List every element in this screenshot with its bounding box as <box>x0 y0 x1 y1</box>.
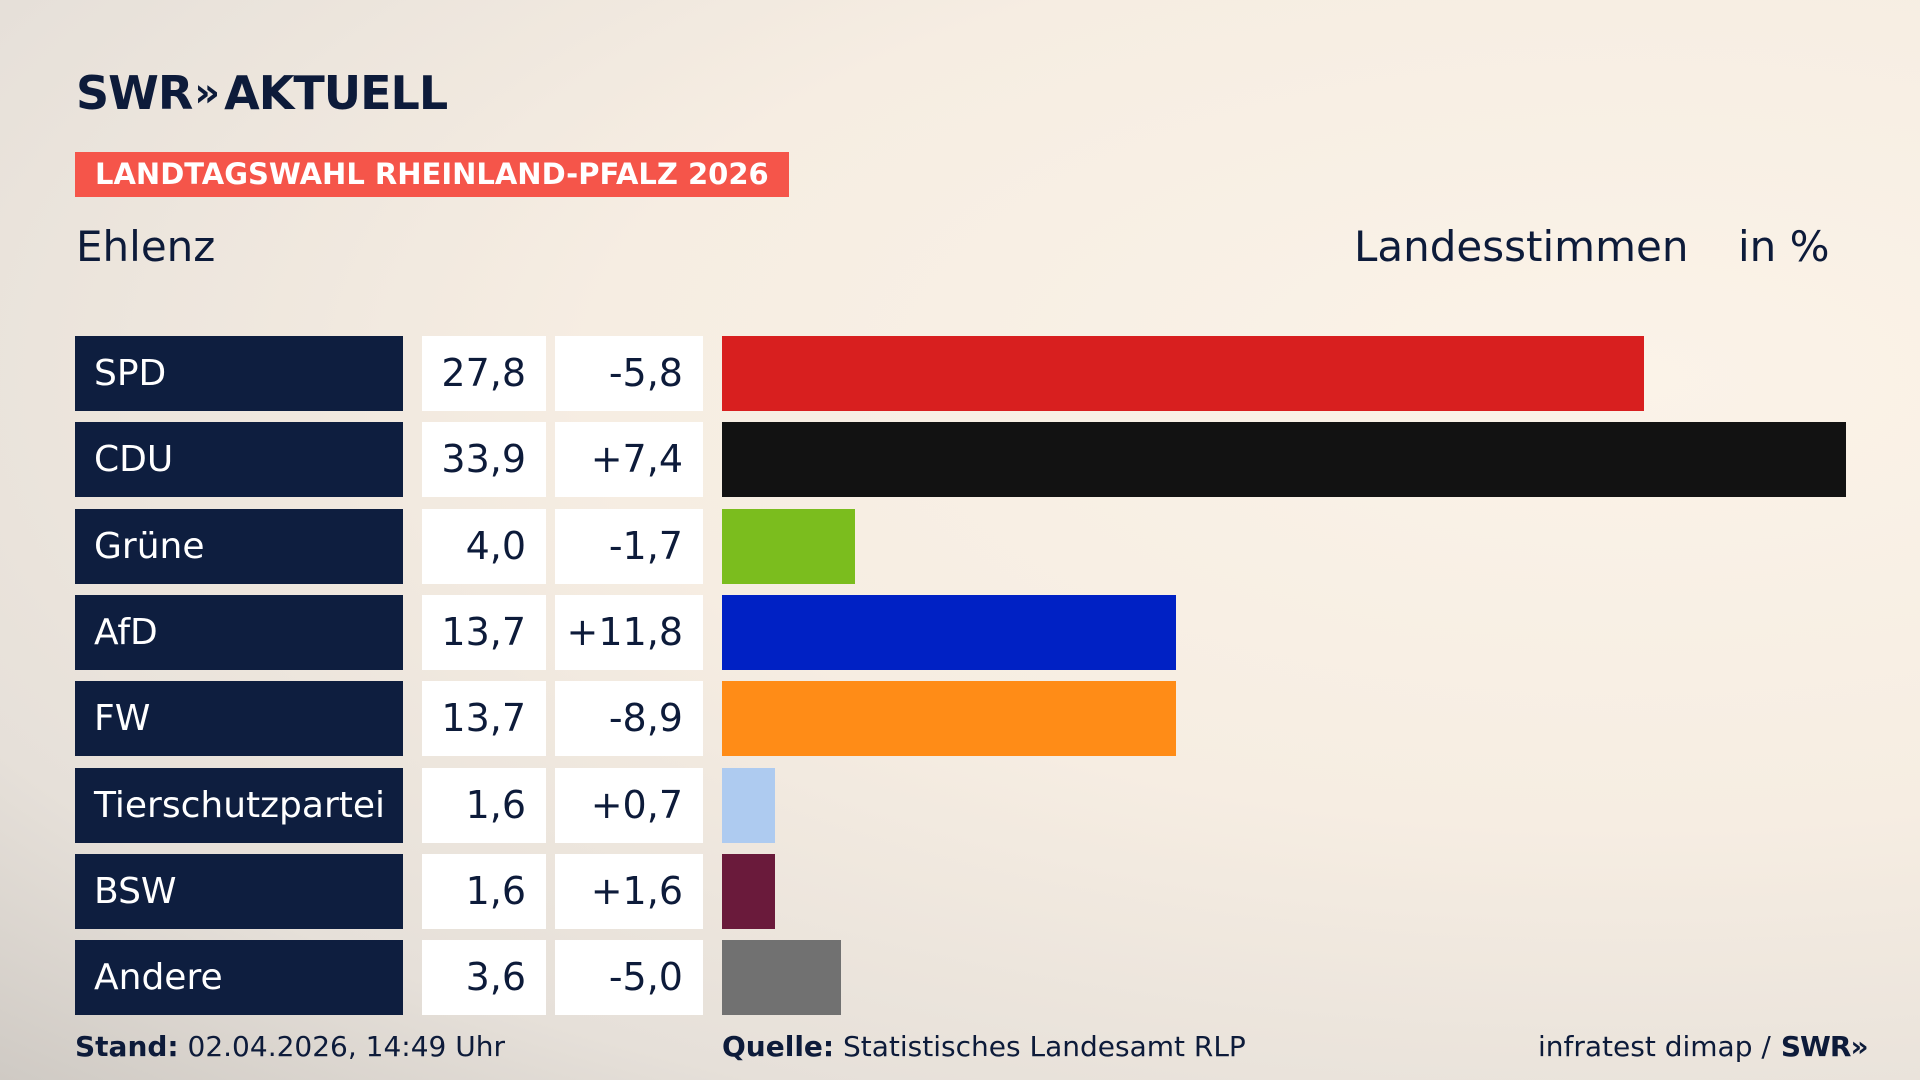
bar <box>722 508 855 584</box>
bar <box>722 767 776 843</box>
diff-label: -5,0 <box>555 940 703 1016</box>
value-label: 1,6 <box>422 853 546 929</box>
bar <box>722 853 776 929</box>
footer-source: Quelle: Statistisches Landesamt RLP <box>722 1030 1246 1063</box>
party-label: AfD <box>75 594 403 670</box>
source-label: Quelle: <box>722 1030 835 1063</box>
place-title: Ehlenz <box>76 222 216 271</box>
diff-label: +0,7 <box>555 767 703 843</box>
credit-chevron-icon: » <box>1850 1030 1868 1063</box>
bar <box>722 422 1846 498</box>
chart-row: Tierschutzpartei 1,6 +0,7 <box>0 767 1920 843</box>
chart-row: BSW 1,6 +1,6 <box>0 853 1920 929</box>
diff-label: -1,7 <box>555 508 703 584</box>
bar <box>722 336 1644 411</box>
party-label: SPD <box>75 336 403 411</box>
footer-credit: infratest dimap / SWR» <box>1538 1030 1869 1063</box>
chart-row: Grüne 4,0 -1,7 <box>0 508 1920 584</box>
diff-label: +1,6 <box>555 853 703 929</box>
party-label: Andere <box>75 940 403 1016</box>
stand-label: Stand: <box>75 1030 179 1063</box>
chart-row: AfD 13,7 +11,8 <box>0 594 1920 670</box>
bar <box>722 940 842 1016</box>
value-label: 1,6 <box>422 767 546 843</box>
value-label: 13,7 <box>422 594 546 670</box>
diff-label: -8,9 <box>555 681 703 757</box>
footer-stand: Stand: 02.04.2026, 14:49 Uhr <box>75 1030 505 1063</box>
bar <box>722 681 1177 757</box>
party-label: FW <box>75 681 403 757</box>
diff-label: -5,8 <box>555 336 703 411</box>
source-value: Statistisches Landesamt RLP <box>843 1030 1246 1063</box>
party-label: BSW <box>75 853 403 929</box>
unit-label: in % <box>1738 222 1830 271</box>
chart-row: Andere 3,6 -5,0 <box>0 940 1920 1016</box>
logo-swr: SWR <box>76 66 193 120</box>
chart-row: SPD 27,8 -5,8 <box>0 336 1920 411</box>
credit-swr: SWR <box>1780 1030 1852 1063</box>
value-label: 27,8 <box>422 336 546 411</box>
stand-value: 02.04.2026, 14:49 Uhr <box>187 1030 505 1063</box>
value-label: 13,7 <box>422 681 546 757</box>
party-label: CDU <box>75 422 403 498</box>
credit-text: infratest dimap / <box>1538 1030 1771 1063</box>
chart-row: FW 13,7 -8,9 <box>0 681 1920 757</box>
election-badge: LANDTAGSWAHL RHEINLAND-PFALZ 2026 <box>75 152 789 197</box>
swr-aktuell-logo: SWR » AKTUELL <box>76 66 448 120</box>
diff-label: +11,8 <box>555 594 703 670</box>
diff-label: +7,4 <box>555 422 703 498</box>
value-label: 33,9 <box>422 422 546 498</box>
credit-swr-logo: SWR» <box>1780 1030 1869 1063</box>
party-label: Tierschutzpartei <box>75 767 403 843</box>
bar <box>722 594 1177 670</box>
logo-aktuell: AKTUELL <box>224 66 448 120</box>
value-label: 3,6 <box>422 940 546 1016</box>
value-label: 4,0 <box>422 508 546 584</box>
measure-label: Landesstimmen <box>1354 222 1689 271</box>
chart-row: CDU 33,9 +7,4 <box>0 422 1920 498</box>
party-label: Grüne <box>75 508 403 584</box>
